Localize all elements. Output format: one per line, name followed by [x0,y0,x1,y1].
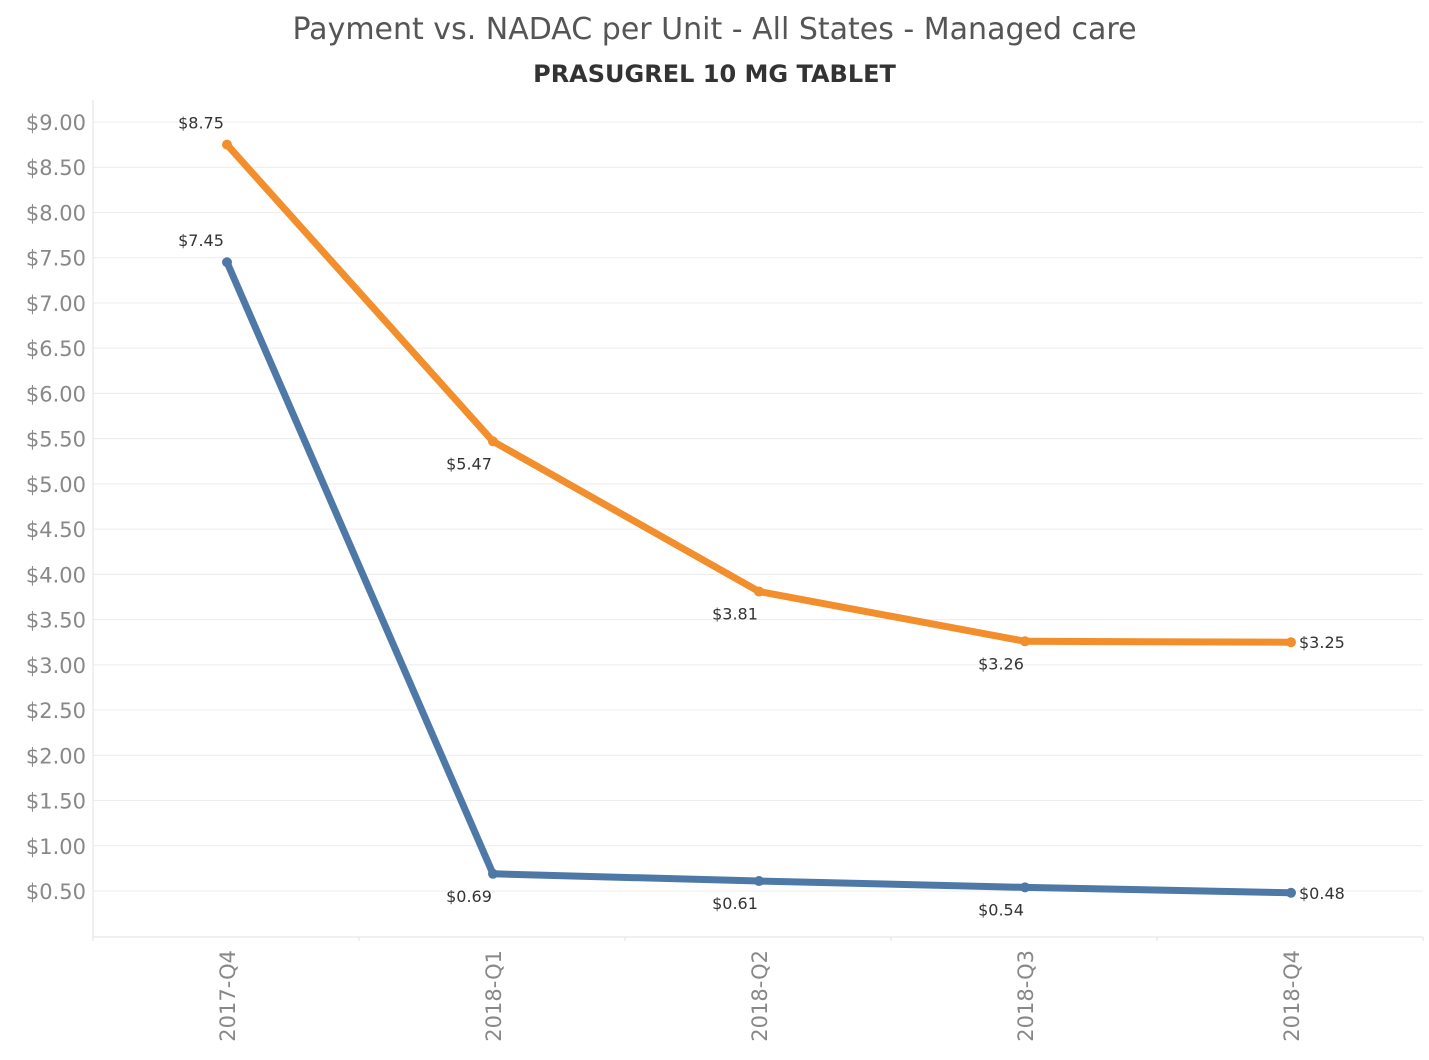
axes [92,100,1424,941]
gridlines [93,121,1423,892]
y-tick-label: $2.00 [26,744,86,768]
data-label: $3.26 [978,654,1024,673]
chart-title: Payment vs. NADAC per Unit - All States … [292,12,1137,47]
y-tick-label: $3.50 [26,609,86,633]
y-tick-label: $8.00 [26,201,86,225]
series-lines [222,139,1296,898]
y-tick-label: $4.50 [26,518,86,542]
y-tick-label: $7.00 [26,292,86,316]
x-tick-label: 2017-Q4 [216,950,240,1042]
data-label: $8.75 [178,114,224,133]
y-tick-label: $5.50 [26,428,86,452]
x-tick-label: 2018-Q4 [1280,950,1304,1042]
data-point [1020,636,1030,647]
data-label: $3.25 [1299,633,1345,652]
y-tick-label: $5.00 [26,473,86,497]
data-label: $7.45 [178,231,224,250]
data-label: $3.81 [712,605,758,624]
data-labels: $8.75 $5.47 $3.81 $3.26 $3.25 $7.45 $0.69 $0.61… [178,114,1345,920]
data-label: $5.47 [446,454,492,473]
y-tick-label: $8.50 [26,156,86,180]
y-tick-label: $1.50 [26,790,86,814]
y-tick-label: $7.50 [26,247,86,271]
data-point [754,876,764,887]
x-tick-label: 2018-Q2 [748,950,772,1042]
data-label: $0.48 [1299,884,1345,903]
data-label: $0.61 [712,894,758,913]
data-label: $0.54 [978,900,1024,919]
y-axis-ticks: $0.50 $1.00 $1.50 $2.00 $2.50 $3.00 $3.50 $4.00… [26,111,86,904]
series-line [223,258,1295,897]
data-point [1286,887,1296,898]
data-point [222,257,232,268]
y-tick-label: $6.00 [26,382,86,406]
chart-subtitle: PRASUGREL 10 MG TABLET [533,60,896,88]
x-tick-label: 2018-Q1 [482,950,506,1042]
y-tick-label: $0.50 [26,880,86,904]
data-label: $0.69 [446,887,492,906]
y-tick-label: $9.00 [26,111,86,135]
y-tick-label: $6.50 [26,337,86,361]
y-tick-label: $4.00 [26,563,86,587]
data-point [754,586,764,597]
x-axis-ticks: 2017-Q4 2018-Q1 2018-Q2 2018-Q3 2018-Q4 [216,950,1304,1042]
data-point [1020,882,1030,893]
data-point [222,139,232,150]
y-tick-label: $1.00 [26,835,86,859]
x-tick-label: 2018-Q3 [1014,950,1038,1042]
data-point [488,868,498,879]
data-point [488,436,498,447]
y-tick-label: $3.00 [26,654,86,678]
data-point [1286,637,1296,648]
y-tick-label: $2.50 [26,699,86,723]
